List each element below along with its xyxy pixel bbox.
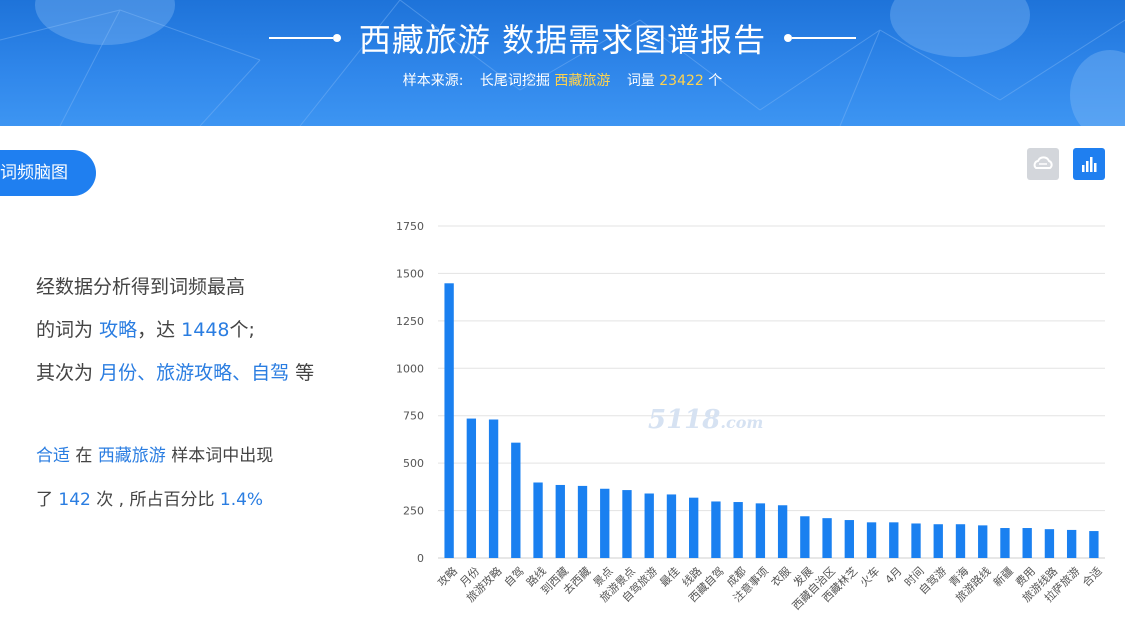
bar[interactable]: [466, 418, 477, 558]
title-right-ornament: [784, 34, 857, 42]
source-method: 长尾词挖掘: [479, 73, 550, 89]
y-tick-label: 0: [417, 552, 424, 565]
sample-source-line: 样本来源: 长尾词挖掘 西藏旅游 词量 23422 个: [0, 70, 1125, 90]
word-detail-text: 合适 在 西藏旅游 样本词中出现 了 142 次 , 所占百分比 1.4%: [36, 434, 376, 522]
detail-count: 142: [58, 490, 91, 510]
bar[interactable]: [444, 283, 454, 558]
bar[interactable]: [488, 419, 499, 558]
bar[interactable]: [933, 524, 943, 558]
y-tick-label: 1250: [396, 315, 424, 328]
bar[interactable]: [911, 523, 921, 558]
5118-watermark: 5118.com: [648, 405, 763, 435]
bar[interactable]: [533, 482, 543, 558]
bar[interactable]: [777, 505, 788, 558]
wordcloud-icon: [1033, 156, 1053, 169]
bar[interactable]: [622, 490, 632, 558]
report-header: 西藏旅游 数据需求图谱报告 样本来源: 长尾词挖掘 西藏旅游 词量 23422 …: [0, 0, 1125, 126]
bar[interactable]: [889, 522, 899, 558]
x-tick-label: 合适: [1079, 564, 1104, 589]
summary-text: 经数据分析得到词频最高 的词为 攻略，达 1448个; 其次为 月份、旅游攻略、…: [36, 266, 376, 395]
watermark-suffix: .com: [720, 413, 764, 432]
bar-chart-view-button[interactable]: [1073, 148, 1105, 180]
bar[interactable]: [644, 493, 654, 558]
bar[interactable]: [822, 518, 832, 558]
chart-gridlines: [438, 225, 1105, 559]
source-label: 样本来源:: [402, 73, 464, 89]
bar[interactable]: [600, 488, 610, 558]
x-tick-label: 新疆: [990, 564, 1015, 589]
y-tick-label: 1000: [396, 362, 424, 375]
bar[interactable]: [1022, 528, 1032, 558]
top-word: 攻略: [99, 319, 138, 341]
summary-text-fragment: 其次为: [36, 362, 94, 384]
detail-line-1: 合适 在 西藏旅游 样本词中出现: [36, 434, 376, 478]
wordcloud-view-button[interactable]: [1027, 148, 1059, 180]
summary-line-1: 经数据分析得到词频最高: [36, 276, 246, 298]
bar[interactable]: [800, 516, 810, 558]
network-background-decoration: [0, 0, 1125, 126]
sample-keyword: 西藏旅游: [554, 73, 611, 89]
count-label: 词量: [626, 73, 655, 89]
bar[interactable]: [511, 442, 521, 558]
summary-text-fragment: 的词为: [36, 319, 94, 341]
y-tick-label: 500: [403, 457, 424, 470]
y-tick-label: 750: [403, 410, 424, 423]
summary-line-3: 其次为 月份、旅游攻略、自驾 等: [36, 352, 376, 395]
bar[interactable]: [555, 484, 565, 558]
detail-line-2: 了 142 次 , 所占百分比 1.4%: [36, 478, 376, 522]
count-unit: 个: [708, 73, 723, 89]
detail-percent: 1.4%: [219, 490, 264, 510]
summary-text-fragment: ，达: [137, 319, 176, 341]
y-tick-label: 250: [403, 505, 424, 518]
bar[interactable]: [689, 497, 699, 558]
x-axis-labels: 攻略月份旅游攻略自驾路线到西藏去西藏景点旅游景点自驾旅游最佳线路西藏自驾成都注意…: [434, 564, 1104, 613]
chart-bars: [444, 283, 1099, 558]
detail-text-fragment: 在: [75, 446, 93, 466]
y-axis-ticks: 0 250 500 750 1000 1250 1500 1750: [396, 220, 424, 565]
summary-text-fragment: 等: [295, 362, 315, 384]
x-tick-label: 4月: [883, 565, 905, 587]
bar[interactable]: [577, 485, 588, 558]
x-tick-label: 攻略: [434, 564, 459, 589]
bar[interactable]: [711, 501, 721, 558]
bar[interactable]: [978, 525, 988, 558]
title-left-ornament: [268, 34, 341, 42]
detail-sample: 西藏旅游: [97, 446, 166, 466]
y-tick-label: 1750: [396, 220, 424, 233]
bar[interactable]: [1089, 531, 1099, 558]
detail-word: 合适: [36, 446, 70, 466]
summary-text-fragment: 个;: [229, 319, 255, 341]
bar[interactable]: [733, 502, 743, 558]
bar[interactable]: [844, 520, 854, 558]
bar[interactable]: [755, 503, 766, 558]
bar[interactable]: [666, 494, 677, 558]
bar[interactable]: [866, 522, 877, 558]
bar[interactable]: [1000, 528, 1010, 558]
count-value: 23422: [659, 73, 704, 89]
x-tick-label: 火车: [857, 564, 882, 589]
x-tick-label: 自驾: [502, 565, 527, 590]
top-count: 1448: [181, 319, 230, 341]
bar[interactable]: [1044, 529, 1055, 558]
detail-text-fragment: 样本词中出现: [171, 446, 274, 466]
watermark-main: 5118: [648, 405, 721, 435]
x-tick-label: 最佳: [657, 564, 682, 589]
summary-line-2: 的词为 攻略，达 1448个;: [36, 309, 376, 352]
next-words: 月份、旅游攻略、自驾: [99, 362, 290, 384]
detail-text-fragment: 了: [36, 490, 53, 510]
x-tick-label: 衣服: [768, 564, 793, 589]
page-title: 西藏旅游 数据需求图谱报告: [358, 21, 767, 59]
bar-chart-icon: [1082, 157, 1097, 172]
bar[interactable]: [1066, 529, 1077, 558]
title-row: 西藏旅游 数据需求图谱报告: [0, 14, 1125, 62]
y-tick-label: 1500: [396, 267, 424, 280]
bar[interactable]: [955, 524, 966, 558]
detail-text-fragment: 次 , 所占百分比: [96, 490, 215, 510]
section-badge: 词频脑图: [0, 150, 96, 196]
